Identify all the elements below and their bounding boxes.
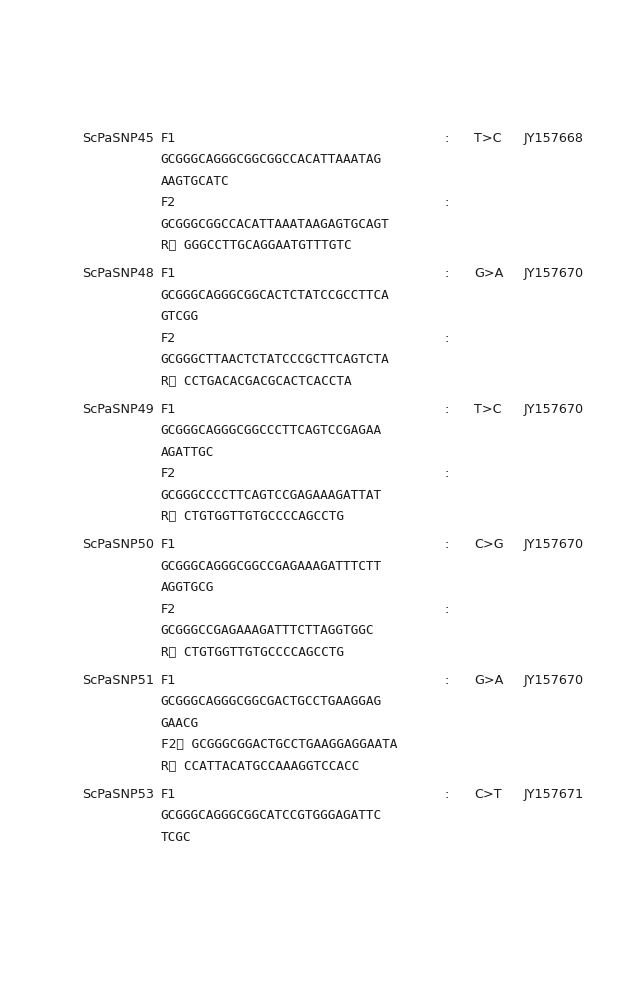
Text: GCGGGCAGGGCGGCGACTGCCTGAAGGAG: GCGGGCAGGGCGGCGACTGCCTGAAGGAG <box>161 695 382 708</box>
Text: GCGGGCGGCCACATTAAATAAGAGTGCAGT: GCGGGCGGCCACATTAAATAAGAGTGCAGT <box>161 218 390 231</box>
Text: :: : <box>445 196 449 209</box>
Text: GCGGGCAGGGCGGCACTCTATCCGCCTTCA: GCGGGCAGGGCGGCACTCTATCCGCCTTCA <box>161 289 390 302</box>
Text: GCGGGCAGGGCGGCATCCGTGGGAGATTC: GCGGGCAGGGCGGCATCCGTGGGAGATTC <box>161 809 382 822</box>
Text: AGGTGCG: AGGTGCG <box>161 581 214 594</box>
Text: F1: F1 <box>161 267 176 280</box>
Text: F1: F1 <box>161 403 176 416</box>
Text: ScPaSNP53: ScPaSNP53 <box>83 788 154 801</box>
Text: G>A: G>A <box>474 674 504 687</box>
Text: R： CCATTACATGCCAAAGGTCCACC: R： CCATTACATGCCAAAGGTCCACC <box>161 760 359 773</box>
Text: :: : <box>445 788 449 801</box>
Text: GCGGGCCGAGAAAGATTTCTTAGGTGGC: GCGGGCCGAGAAAGATTTCTTAGGTGGC <box>161 624 374 637</box>
Text: F1: F1 <box>161 538 176 551</box>
Text: R： GGGCCTTGCAGGAATGTTTGTC: R： GGGCCTTGCAGGAATGTTTGTC <box>161 239 351 252</box>
Text: R： CTGTGGTTGTGCCCCAGCCTG: R： CTGTGGTTGTGCCCCAGCCTG <box>161 646 344 659</box>
Text: :: : <box>445 332 449 345</box>
Text: AAGTGCATC: AAGTGCATC <box>161 175 230 188</box>
Text: GAACG: GAACG <box>161 717 199 730</box>
Text: :: : <box>445 674 449 687</box>
Text: GCGGGCAGGGCGGCCGAGAAAGATTTCTT: GCGGGCAGGGCGGCCGAGAAAGATTTCTT <box>161 560 382 573</box>
Text: JY157670: JY157670 <box>524 403 584 416</box>
Text: :: : <box>445 403 449 416</box>
Text: GCGGGCTTAACTCTATCCCGCTTCAGTCTA: GCGGGCTTAACTCTATCCCGCTTCAGTCTA <box>161 353 390 366</box>
Text: R： CTGTGGTTGTGCCCCAGCCTG: R： CTGTGGTTGTGCCCCAGCCTG <box>161 510 344 523</box>
Text: :: : <box>445 538 449 551</box>
Text: :: : <box>445 132 449 145</box>
Text: GTCGG: GTCGG <box>161 310 199 323</box>
Text: GCGGGCAGGGCGGCGGCCACATTAAATAG: GCGGGCAGGGCGGCGGCCACATTAAATAG <box>161 153 382 166</box>
Text: C>G: C>G <box>474 538 504 551</box>
Text: :: : <box>445 467 449 480</box>
Text: F2: F2 <box>161 467 176 480</box>
Text: F1: F1 <box>161 132 176 145</box>
Text: JY157670: JY157670 <box>524 538 584 551</box>
Text: ScPaSNP50: ScPaSNP50 <box>83 538 154 551</box>
Text: :: : <box>445 603 449 616</box>
Text: JY157670: JY157670 <box>524 674 584 687</box>
Text: F2: F2 <box>161 603 176 616</box>
Text: JY157668: JY157668 <box>524 132 584 145</box>
Text: C>T: C>T <box>474 788 502 801</box>
Text: ScPaSNP51: ScPaSNP51 <box>83 674 154 687</box>
Text: F1: F1 <box>161 788 176 801</box>
Text: GCGGGCCCCTTCAGTCCGAGAAAGATTAT: GCGGGCCCCTTCAGTCCGAGAAAGATTAT <box>161 489 382 502</box>
Text: ScPaSNP45: ScPaSNP45 <box>83 132 154 145</box>
Text: JY157671: JY157671 <box>524 788 584 801</box>
Text: ScPaSNP48: ScPaSNP48 <box>83 267 154 280</box>
Text: G>A: G>A <box>474 267 504 280</box>
Text: :: : <box>445 267 449 280</box>
Text: T>C: T>C <box>474 132 502 145</box>
Text: R： CCTGACACGACGCACTCACCTA: R： CCTGACACGACGCACTCACCTA <box>161 375 351 388</box>
Text: JY157670: JY157670 <box>524 267 584 280</box>
Text: GCGGGCAGGGCGGCCCTTCAGTCCGAGAA: GCGGGCAGGGCGGCCCTTCAGTCCGAGAA <box>161 424 382 437</box>
Text: F2: F2 <box>161 196 176 209</box>
Text: AGATTGC: AGATTGC <box>161 446 214 459</box>
Text: TCGC: TCGC <box>161 831 191 844</box>
Text: T>C: T>C <box>474 403 502 416</box>
Text: F1: F1 <box>161 674 176 687</box>
Text: F2： GCGGGCGGACTGCCTGAAGGAGGAATA: F2： GCGGGCGGACTGCCTGAAGGAGGAATA <box>161 738 397 751</box>
Text: ScPaSNP49: ScPaSNP49 <box>83 403 154 416</box>
Text: F2: F2 <box>161 332 176 345</box>
